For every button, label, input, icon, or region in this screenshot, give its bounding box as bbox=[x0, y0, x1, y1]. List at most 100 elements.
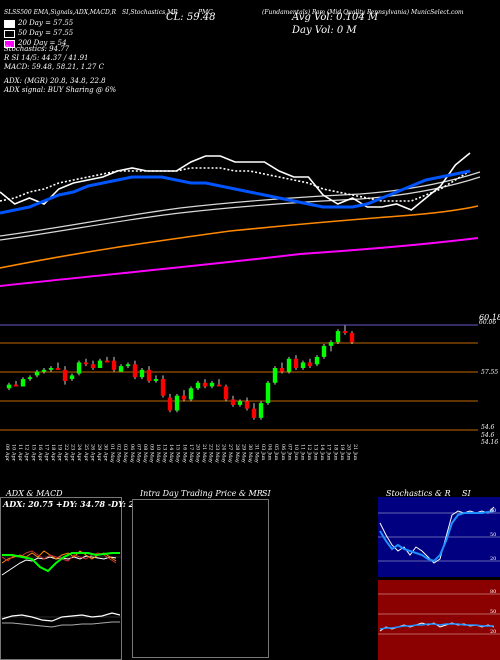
legend-swatch-20 bbox=[4, 20, 15, 28]
candle-body bbox=[244, 401, 250, 409]
candle-body bbox=[125, 364, 131, 367]
x-date-label: 09 May bbox=[148, 444, 154, 463]
x-date-label: 11 Apr bbox=[17, 444, 23, 462]
intraday-si-title: SI bbox=[262, 489, 271, 498]
header-mid: SI,Stochastics,MR bbox=[122, 9, 178, 16]
candle bbox=[55, 362, 61, 370]
x-date-label: 10 Jun bbox=[293, 444, 299, 461]
legend-200-day: 200 Day = 54 bbox=[18, 39, 67, 47]
candle bbox=[83, 358, 89, 367]
candle-body bbox=[48, 368, 54, 370]
ema-100-line bbox=[0, 176, 481, 241]
candle bbox=[300, 360, 306, 370]
ema-lines-group bbox=[0, 152, 471, 215]
stat-stochastics: Stochastics: 94.77 bbox=[4, 45, 70, 53]
candle-body bbox=[328, 342, 334, 346]
x-date-label: 12 Jun bbox=[306, 444, 312, 461]
adx-panel-frame bbox=[0, 497, 122, 660]
x-date-label: 20 May bbox=[194, 444, 200, 463]
x-date-label: 13 May bbox=[162, 444, 168, 463]
header-ticker: PMC bbox=[198, 9, 213, 16]
candle bbox=[62, 366, 68, 385]
x-date-label: 01 May bbox=[109, 444, 115, 463]
x-date-label: 21 May bbox=[201, 444, 207, 463]
candle-body bbox=[6, 384, 12, 389]
stoch-si-title: SI bbox=[462, 489, 471, 498]
ema-line-1 bbox=[0, 167, 471, 202]
x-date-label: 30 Apr bbox=[102, 444, 108, 462]
x-date-label: 09 Apr bbox=[4, 444, 10, 462]
header-right: (Fundamentals) Pam (Mid Quality Pennsylv… bbox=[262, 9, 464, 16]
candle bbox=[69, 373, 75, 381]
candle-body bbox=[342, 331, 348, 333]
candle-body bbox=[265, 382, 271, 404]
candle bbox=[160, 375, 166, 398]
stoch-d-line bbox=[379, 510, 495, 563]
header-left: SLSS500 EMA,Signals,ADX,MACD,R bbox=[4, 9, 116, 16]
candle bbox=[104, 356, 110, 363]
x-date-label: 22 Apr bbox=[63, 444, 69, 462]
candle bbox=[167, 393, 173, 413]
ema-100b-line bbox=[0, 171, 481, 237]
candle bbox=[251, 403, 257, 420]
price-label-3: 57.55 bbox=[481, 369, 499, 376]
candle bbox=[223, 384, 229, 402]
candle-body bbox=[27, 377, 33, 380]
x-date-label: 20 Jun bbox=[345, 444, 351, 461]
candle bbox=[181, 390, 187, 402]
stat-adx: ADX: (MGR) 20.8, 34.8, 22.8 bbox=[4, 77, 106, 85]
x-date-label: 03 May bbox=[122, 444, 128, 463]
stochastics-panel bbox=[378, 497, 500, 660]
day-volume: Day Vol: 0 M bbox=[292, 25, 357, 36]
si-blue-line bbox=[379, 623, 494, 630]
x-date-label: 17 May bbox=[188, 444, 194, 463]
si-bg bbox=[378, 580, 500, 660]
price-label-6: 54.16 bbox=[481, 439, 499, 446]
x-date-label: 17 Apr bbox=[43, 444, 49, 462]
intraday-frame bbox=[132, 499, 269, 658]
legend-swatch-50 bbox=[4, 30, 15, 38]
candle bbox=[20, 377, 26, 387]
main-price-chart: 09 Apr 10 Apr 11 Apr 12 Apr 15 Apr 16 Apr 17 A… bbox=[0, 152, 481, 463]
macd-line bbox=[1, 612, 121, 622]
x-date-label: 02 May bbox=[116, 444, 122, 463]
legend-50-day: 50 Day = 57.55 bbox=[18, 29, 74, 37]
candle bbox=[132, 360, 138, 380]
candle bbox=[286, 356, 292, 374]
price-label-1: 60.18 bbox=[479, 313, 500, 322]
candle bbox=[174, 393, 180, 413]
candle-body bbox=[188, 388, 194, 400]
candle bbox=[272, 366, 278, 385]
candle-body bbox=[153, 379, 159, 381]
candle-body bbox=[237, 401, 243, 405]
candle bbox=[48, 366, 54, 372]
candle bbox=[293, 355, 299, 370]
candle bbox=[349, 331, 355, 344]
candle-body bbox=[293, 358, 299, 368]
stat-adx-signal: ADX signal: BUY Sharing @ 6% bbox=[4, 86, 117, 94]
x-date-label: 19 Jun bbox=[339, 444, 345, 461]
x-date-label: 07 Jun bbox=[286, 444, 292, 461]
candle bbox=[279, 362, 285, 374]
candle-body bbox=[90, 364, 96, 368]
candles-group bbox=[6, 325, 355, 420]
candle bbox=[335, 329, 341, 344]
x-date-label: 22 May bbox=[208, 444, 214, 463]
x-date-label: 19 Apr bbox=[57, 444, 63, 462]
legend-swatch-200 bbox=[4, 40, 15, 48]
candle-body bbox=[314, 356, 320, 365]
si-tick-20: 20 bbox=[490, 629, 497, 635]
candle-body bbox=[300, 362, 306, 368]
candle-body bbox=[349, 332, 355, 343]
close-label: CL: 59.48 bbox=[166, 12, 216, 23]
x-date-label: 10 Apr bbox=[11, 444, 17, 462]
adx-values: ADX: 20.75 +DY: 34.78 -DY: 22.53 bbox=[3, 499, 154, 509]
x-date-label: 29 Apr bbox=[96, 444, 102, 462]
x-date-label: 28 May bbox=[234, 444, 240, 463]
x-date-label: 06 Jun bbox=[280, 444, 286, 461]
stat-macd: MACD: 59.48, 58.21, 1.27 C bbox=[4, 63, 104, 71]
candle-body bbox=[146, 369, 152, 381]
intraday-panel-title: Intra Day Trading Price & MR bbox=[140, 489, 263, 498]
candle-body bbox=[216, 384, 222, 387]
x-axis-dates: 09 Apr 10 Apr 11 Apr 12 Apr 15 Apr 16 Apr 17 A… bbox=[4, 444, 358, 463]
